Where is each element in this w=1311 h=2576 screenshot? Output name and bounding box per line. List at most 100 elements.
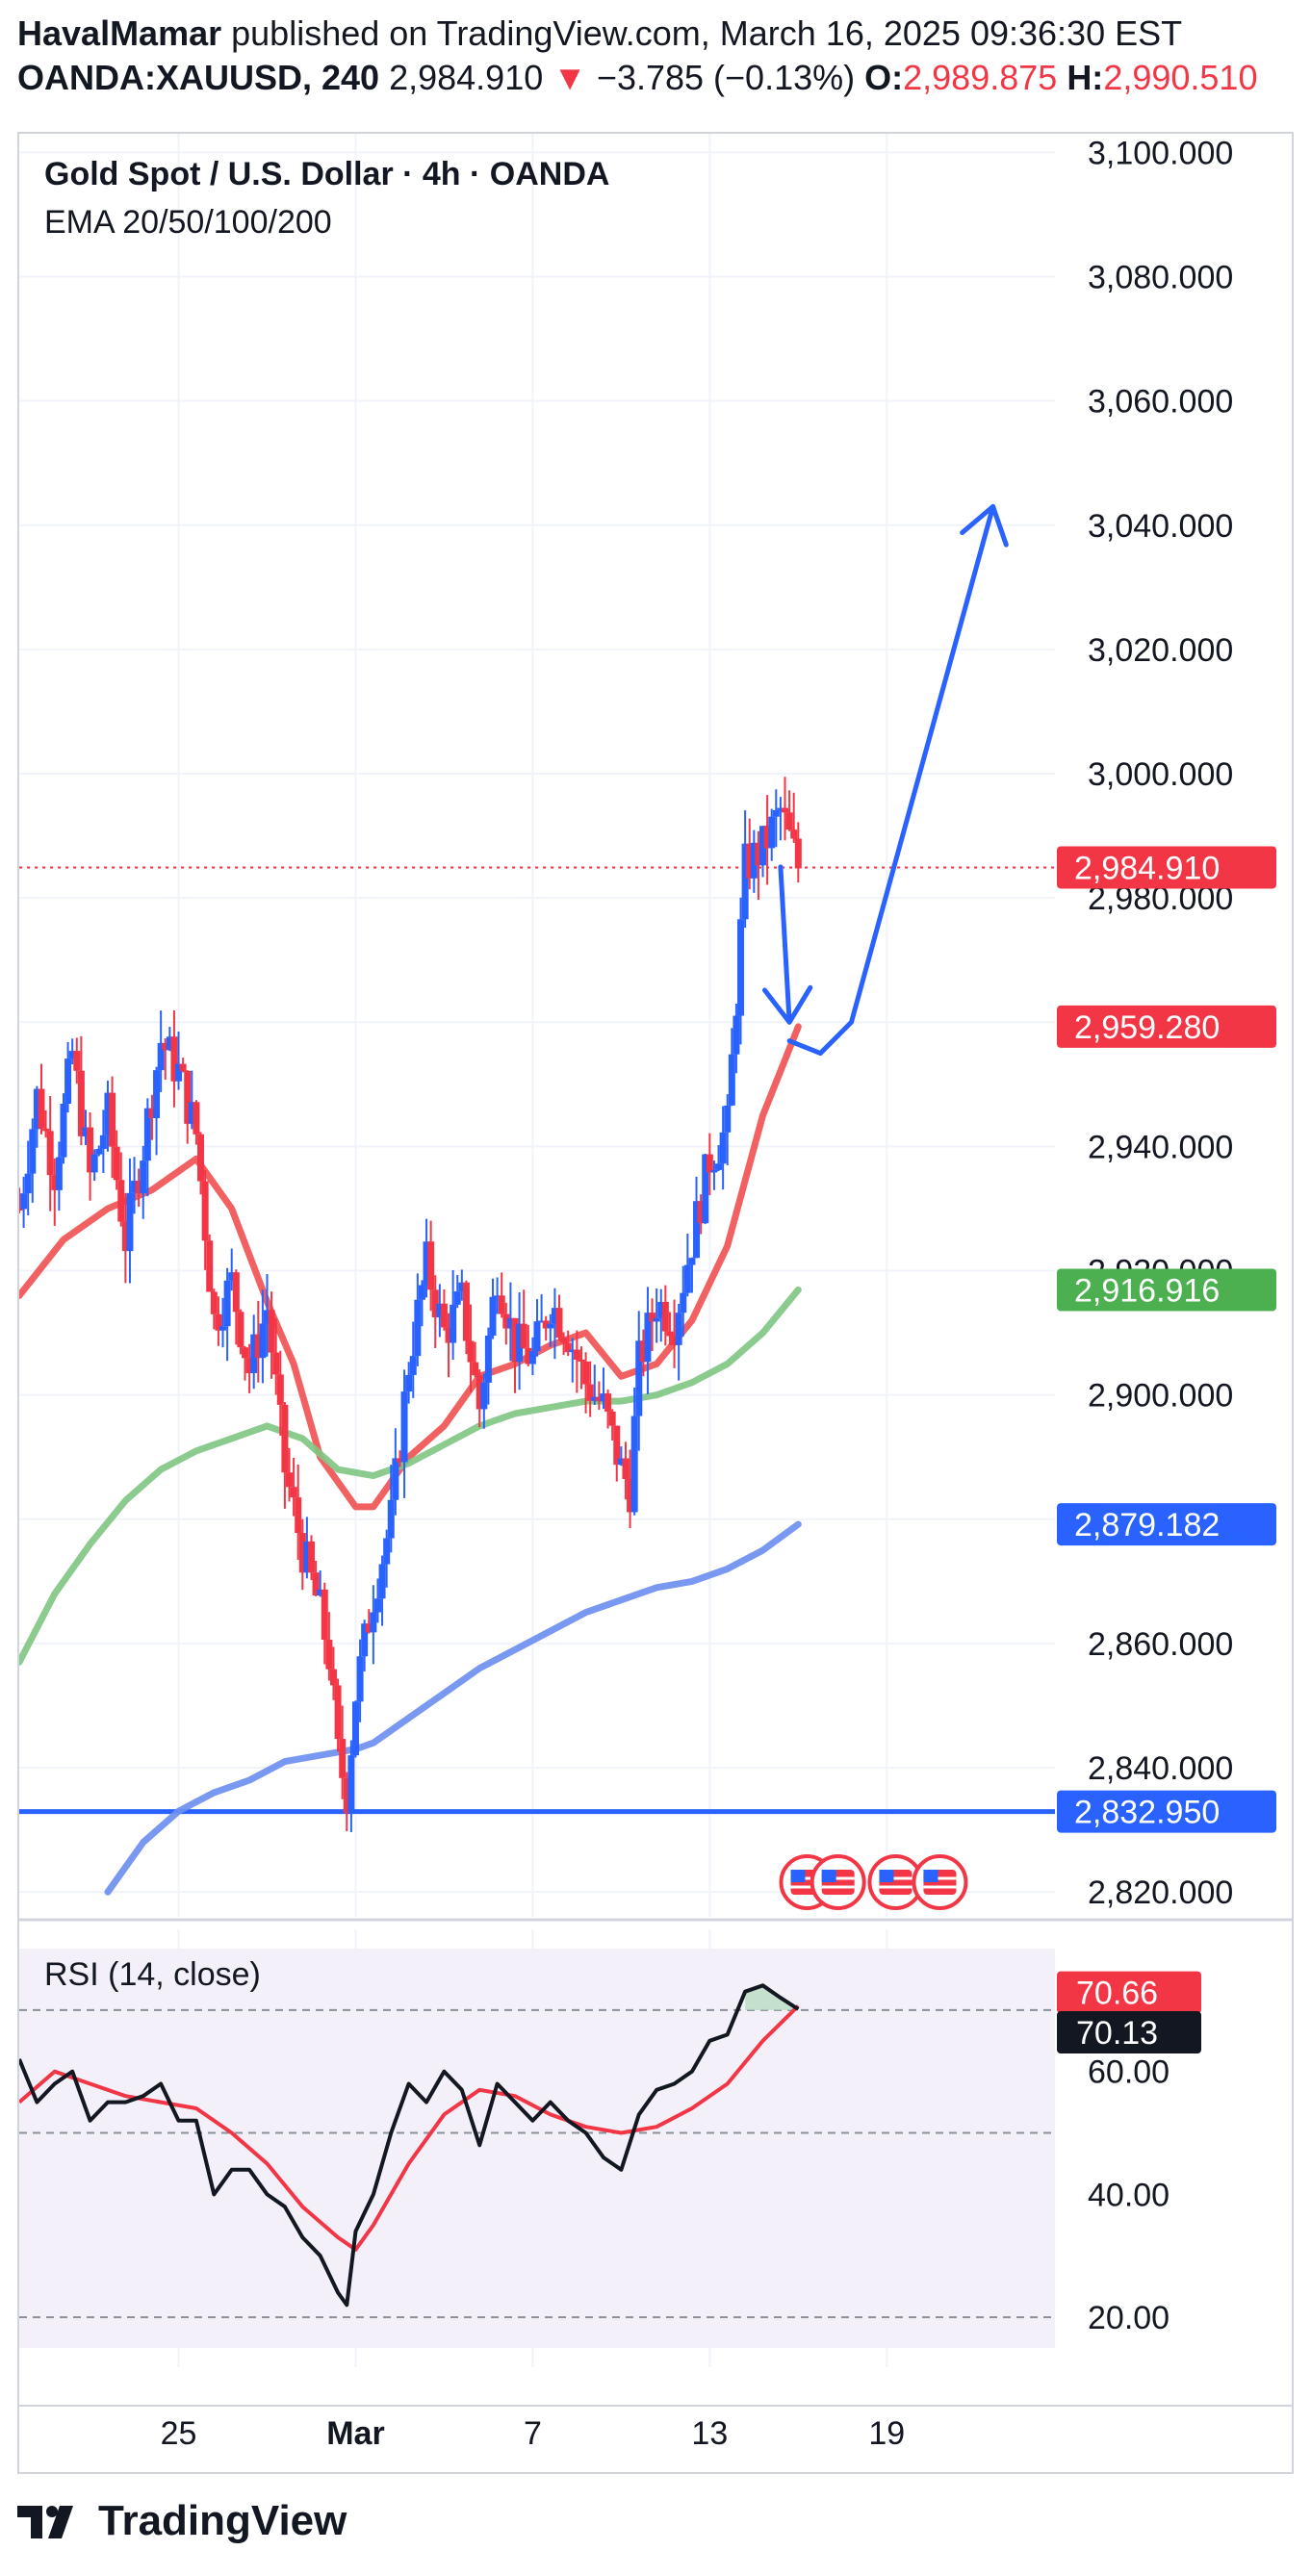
candle-body [440, 1303, 448, 1328]
candle-body [295, 1497, 302, 1533]
price-tick-label: 2,840.000 [1088, 1750, 1233, 1787]
candle-body [95, 1148, 103, 1155]
price-axis[interactable]: 2,820.0002,840.0002,860.0002,900.0002,92… [1088, 135, 1233, 1911]
candle-body [790, 829, 798, 839]
candle-body [113, 1146, 120, 1181]
candle-body [653, 1317, 660, 1322]
us-flag-icon-canton [790, 1870, 806, 1882]
down-triangle-icon: ▼ [553, 58, 587, 97]
candle-body [370, 1612, 377, 1633]
candle-body [547, 1323, 554, 1329]
candle-body [777, 807, 784, 810]
candle-body [511, 1317, 519, 1363]
price-badge-label: 2,832.950 [1074, 1795, 1220, 1831]
candle-body [82, 1127, 90, 1136]
candle-body [627, 1478, 634, 1513]
price-tick-label: 2,860.000 [1088, 1626, 1233, 1663]
symbol-label[interactable]: OANDA:XAUUSD, 240 [17, 58, 380, 97]
candle-body [555, 1308, 563, 1339]
candle-body [755, 842, 762, 866]
candle-body [436, 1303, 444, 1318]
candle-body [693, 1201, 701, 1259]
footer-brand[interactable]: TradingView [17, 2497, 347, 2545]
price-badge [1057, 846, 1276, 889]
candle-body [502, 1314, 510, 1329]
price-badge-label: 2,984.910 [1074, 850, 1220, 886]
candle-body [772, 809, 780, 817]
candle-body [405, 1374, 413, 1392]
candle-body [329, 1669, 337, 1686]
rsi-badge [1057, 2011, 1201, 2054]
price-tick-label: 3,060.000 [1088, 384, 1233, 421]
ema-line-ema20 [19, 1023, 802, 1511]
candle-body [506, 1317, 514, 1329]
open-value: 2,989.875 [903, 58, 1058, 97]
candle-body [613, 1425, 621, 1466]
economic-events[interactable] [779, 1854, 968, 1910]
candle-body [321, 1589, 328, 1640]
time-tick-label: 19 [868, 2415, 905, 2452]
candle-body [312, 1572, 320, 1596]
candle-body [201, 1181, 209, 1241]
price-badges: 2,984.910 2,959.280 2,916.916 2,879.182 2,83… [1057, 846, 1276, 2054]
ema-line-ema100 [104, 1520, 802, 1896]
price-tick-label: 2,940.000 [1088, 1129, 1233, 1165]
candle-body [782, 807, 789, 813]
candle-body [489, 1296, 497, 1336]
price-badge [1057, 1790, 1276, 1833]
projection-line [786, 1019, 854, 1057]
projection-arrows[interactable] [761, 503, 1009, 1057]
candle-body [64, 1058, 72, 1105]
candle-body [285, 1472, 293, 1488]
candle-body [325, 1639, 333, 1670]
candle-body [666, 1331, 674, 1337]
candle-body [264, 1310, 271, 1324]
candle-body [343, 1777, 350, 1814]
candle-body [409, 1356, 417, 1375]
candle-body [462, 1282, 470, 1341]
candle-body [600, 1393, 607, 1402]
candle-body [276, 1374, 284, 1405]
candle-body [361, 1623, 369, 1657]
rsi-axis[interactable]: 20.00 40.00 60.00 [1088, 2054, 1170, 2336]
brand-name: TradingView [98, 2497, 347, 2544]
candle-body [193, 1102, 200, 1135]
candle-body [131, 1181, 139, 1193]
candle-body [586, 1384, 594, 1401]
candle-body [307, 1541, 315, 1573]
price-badge [1057, 1503, 1276, 1546]
candle-body [525, 1347, 532, 1365]
candle-body [46, 1131, 54, 1176]
high-value: 2,990.510 [1103, 58, 1258, 97]
candle-body [303, 1541, 311, 1573]
price-chart[interactable]: 2,820.0002,840.0002,860.0002,900.0002,92… [0, 0, 1311, 2483]
time-axis[interactable]: 25 Mar 7 13 19 [161, 2415, 906, 2452]
candle-body [635, 1340, 643, 1416]
projection-arrowhead-down [761, 984, 813, 1025]
price-tick-label: 2,900.000 [1088, 1378, 1233, 1415]
rsi-tick-label: 40.00 [1088, 2177, 1170, 2213]
candle-body [551, 1308, 558, 1324]
symbol-line: OANDA:XAUUSD, 240 2,984.910 ▼ −3.785 (−0… [17, 56, 1307, 100]
time-tick-label: 13 [691, 2415, 728, 2452]
candle-body [671, 1336, 679, 1345]
candle-body [38, 1088, 45, 1129]
candle-body [272, 1352, 280, 1375]
candle-body [351, 1701, 359, 1756]
candles [19, 777, 802, 1833]
candle-body [578, 1359, 585, 1362]
candle-body [109, 1092, 116, 1147]
candle-body [564, 1342, 572, 1353]
projection-line [848, 503, 996, 1025]
candle-body [719, 1132, 727, 1164]
candle-body [794, 838, 802, 869]
rsi-background [19, 1949, 1055, 2348]
candle-body [24, 1173, 32, 1194]
candle-body [387, 1499, 395, 1539]
candle-body [339, 1739, 347, 1778]
candle-body [560, 1338, 568, 1343]
chart-frame [17, 132, 1294, 2474]
candle-body [741, 843, 749, 920]
candle-body [423, 1241, 430, 1286]
publisher-name[interactable]: HavalMamar [17, 13, 222, 53]
